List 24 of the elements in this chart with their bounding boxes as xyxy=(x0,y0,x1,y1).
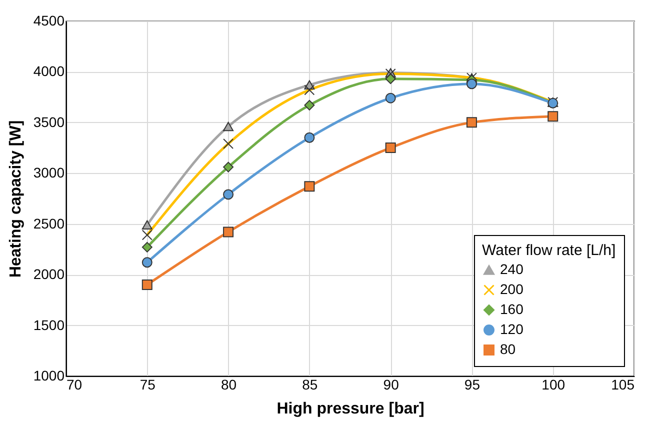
legend-label: 80 xyxy=(500,341,516,357)
x-tick-label: 85 xyxy=(302,376,318,392)
x-tick-label: 100 xyxy=(542,376,566,392)
legend-label: 200 xyxy=(500,281,524,297)
legend-title: Water flow rate [L/h] xyxy=(482,242,616,259)
x-tick-label: 105 xyxy=(611,376,635,392)
x-tick-label: 70 xyxy=(66,376,82,392)
legend-label: 160 xyxy=(500,301,524,317)
legend-label: 120 xyxy=(500,321,524,337)
legend-label: 240 xyxy=(500,261,524,277)
y-axis-title: Heating capacity [W] xyxy=(7,120,24,278)
y-tick-label: 3500 xyxy=(33,114,65,130)
y-tick-label: 2500 xyxy=(33,215,65,232)
y-tick-label: 4500 xyxy=(33,12,65,28)
x-tick-label: 75 xyxy=(140,376,156,392)
y-tick-label: 2000 xyxy=(33,266,65,282)
y-tick-label: 3000 xyxy=(33,164,65,181)
y-tick-label: 1000 xyxy=(33,368,65,384)
x-tick-label: 90 xyxy=(383,376,400,392)
y-tick-label: 1500 xyxy=(33,316,65,333)
x-tick-label: 95 xyxy=(464,376,480,392)
x-tick-label: 80 xyxy=(220,376,237,392)
x-axis-title: High pressure [bar] xyxy=(276,400,424,418)
y-tick-label: 4000 xyxy=(33,63,65,80)
